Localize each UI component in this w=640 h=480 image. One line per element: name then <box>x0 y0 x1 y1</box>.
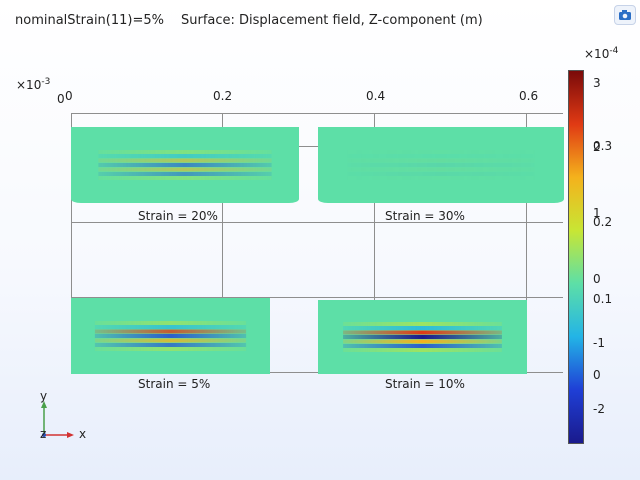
wrinkle-band <box>347 154 535 158</box>
wrinkle-band <box>98 158 272 163</box>
grid-line-bottom <box>71 372 563 373</box>
wrinkle-band <box>348 150 535 154</box>
wrinkle-band <box>98 150 272 154</box>
wrinkle-band <box>94 321 247 325</box>
grid-line-v3 <box>526 113 527 373</box>
wrinkle-band <box>343 330 502 335</box>
wrinkle-band <box>94 347 247 351</box>
colorbar-tick-secondary-0.3: 0.3 <box>593 139 613 153</box>
wrinkle-band <box>94 338 247 343</box>
colorbar-tick-secondary-0.2: 0.2 <box>593 215 613 229</box>
grid-line-gap <box>298 146 318 147</box>
wrinkle-band <box>94 334 247 338</box>
panel-label-strain-5: Strain = 5% <box>138 377 211 391</box>
colorbar-tick-1: 1 <box>593 206 601 220</box>
grid-line-top <box>71 113 563 114</box>
colorbar <box>568 70 584 444</box>
wrinkle-band <box>348 176 535 180</box>
colorbar-tick-0: 0 <box>593 272 601 286</box>
colorbar-tick-secondary-0.1: 0.1 <box>593 292 613 306</box>
axis-triad <box>41 401 74 438</box>
triad-z-label: z <box>40 427 47 441</box>
surface-panel-strain-20 <box>71 127 299 203</box>
x-tick-0.2: 0.2 <box>213 89 233 103</box>
x-axis-exponent: ×10-3 <box>16 77 51 92</box>
plot-title: Surface: Displacement field, Z-component… <box>181 13 483 28</box>
wrinkle-band <box>98 176 272 180</box>
parameter-readout: nominalStrain(11)=5% <box>15 13 164 28</box>
wrinkle-band <box>98 154 272 158</box>
wrinkle-band <box>98 167 272 172</box>
wrinkle-pattern <box>98 150 272 180</box>
surface-panel-strain-10 <box>318 300 527 374</box>
wrinkle-band <box>98 163 272 167</box>
z-axis-dot <box>42 433 46 437</box>
wrinkle-band <box>343 322 502 326</box>
camera-icon <box>619 10 631 20</box>
surface-panel-strain-30 <box>318 127 564 203</box>
wrinkle-band <box>343 335 502 339</box>
colorbar-exponent: ×10-4 <box>584 46 619 61</box>
triad-y-label: y <box>40 389 48 403</box>
wrinkle-band <box>347 167 535 172</box>
wrinkle-pattern <box>347 150 535 180</box>
wrinkle-pattern <box>343 322 502 352</box>
wrinkle-band <box>343 326 502 330</box>
colorbar-tick-secondary-0: 0 <box>593 368 601 382</box>
wrinkle-band <box>94 343 247 347</box>
colorbar-tick-minus1: -1 <box>593 336 605 350</box>
wrinkle-band <box>343 344 502 348</box>
toolbar-camera-button[interactable] <box>614 5 636 25</box>
panel-label-strain-10: Strain = 10% <box>385 377 465 391</box>
y-tick-0: 0 <box>57 92 65 106</box>
wrinkle-pattern <box>94 321 247 351</box>
wrinkle-band <box>343 348 502 352</box>
grid-line-v2 <box>374 113 375 373</box>
wrinkle-band <box>94 329 247 334</box>
grid-line-h2 <box>71 297 563 298</box>
colorbar-tick-minus2: -2 <box>593 402 605 416</box>
panel-label-strain-20: Strain = 20% <box>138 209 218 223</box>
grid-line-h1 <box>71 222 563 223</box>
panel-label-strain-30: Strain = 30% <box>385 209 465 223</box>
colorbar-tick-3: 3 <box>593 76 601 90</box>
wrinkle-band <box>347 172 535 176</box>
x-tick-0.6: 0.6 <box>519 89 539 103</box>
wrinkle-band <box>98 172 272 176</box>
wrinkle-band <box>94 325 247 329</box>
x-tick-0.4: 0.4 <box>366 89 386 103</box>
x-tick-0: 0 <box>65 89 73 103</box>
grid-line-v0 <box>71 113 72 373</box>
wrinkle-band <box>347 163 535 167</box>
colorbar-tick-2: 2 <box>593 140 601 154</box>
wrinkle-band <box>347 158 535 163</box>
surface-panel-strain-5 <box>71 298 270 374</box>
triad-x-label: x <box>79 427 87 441</box>
grid-line-v1 <box>222 113 223 373</box>
wrinkle-band <box>343 339 502 344</box>
